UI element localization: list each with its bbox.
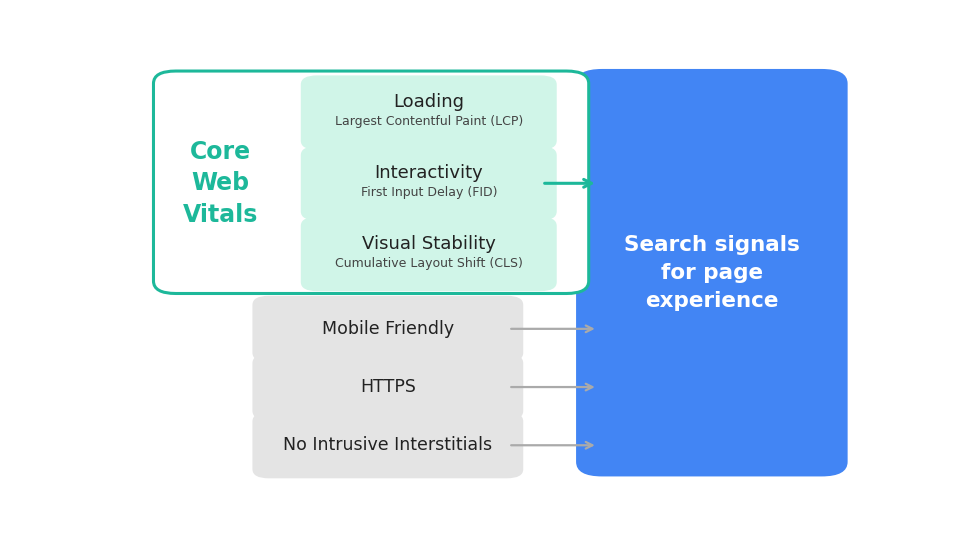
Text: Loading: Loading: [394, 93, 465, 111]
FancyBboxPatch shape: [252, 354, 523, 420]
Text: Interactivity: Interactivity: [374, 164, 483, 182]
Text: Largest Contentful Paint (LCP): Largest Contentful Paint (LCP): [335, 115, 523, 129]
FancyBboxPatch shape: [300, 146, 557, 220]
Text: Core
Web
Vitals: Core Web Vitals: [182, 140, 258, 227]
FancyBboxPatch shape: [576, 69, 848, 476]
Text: Search signals
for page
experience: Search signals for page experience: [624, 235, 801, 310]
FancyBboxPatch shape: [252, 296, 523, 362]
Text: First Input Delay (FID): First Input Delay (FID): [361, 186, 497, 199]
Text: Cumulative Layout Shift (CLS): Cumulative Layout Shift (CLS): [335, 256, 522, 269]
Text: Mobile Friendly: Mobile Friendly: [322, 320, 454, 338]
FancyBboxPatch shape: [252, 412, 523, 478]
FancyBboxPatch shape: [300, 217, 557, 291]
Text: No Intrusive Interstitials: No Intrusive Interstitials: [283, 436, 492, 454]
FancyBboxPatch shape: [154, 71, 588, 294]
FancyBboxPatch shape: [300, 76, 557, 150]
Text: Visual Stability: Visual Stability: [362, 234, 495, 253]
Text: HTTPS: HTTPS: [360, 378, 416, 396]
